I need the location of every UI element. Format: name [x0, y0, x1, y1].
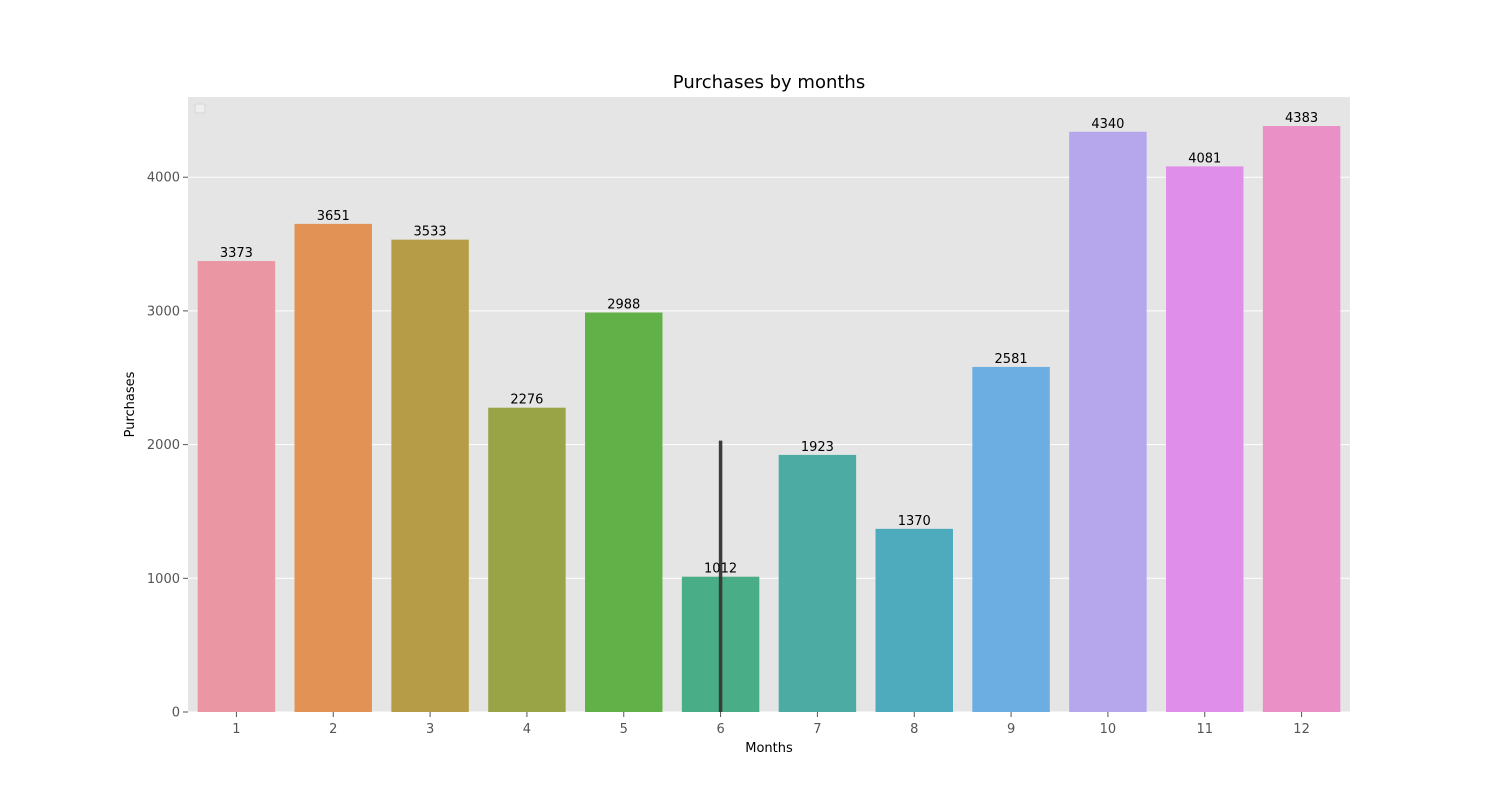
- x-tick-label: 1: [232, 722, 240, 737]
- x-axis-label: Months: [745, 741, 793, 756]
- y-axis: 0 1000 2000 3000 4000: [147, 171, 188, 721]
- bar: [972, 366, 1050, 712]
- gridlines: [188, 176, 1350, 713]
- data-label: 3373: [220, 246, 253, 261]
- data-label: 2988: [607, 298, 640, 313]
- bar: [1166, 166, 1244, 712]
- data-label: 3651: [317, 209, 350, 224]
- data-label: 1370: [898, 514, 931, 529]
- data-label: 4081: [1188, 151, 1221, 166]
- y-tick-label: 0: [172, 706, 180, 721]
- data-label: 1923: [801, 440, 834, 455]
- x-tick-label: 12: [1293, 722, 1310, 737]
- plot-area: [188, 97, 1350, 712]
- bar: [391, 239, 469, 712]
- x-tick-label: 6: [716, 722, 724, 737]
- bar: [197, 261, 276, 712]
- x-tick-label: 7: [813, 722, 821, 737]
- bar: [1069, 131, 1147, 712]
- x-tick-label: 11: [1196, 722, 1213, 737]
- bar: [294, 223, 372, 712]
- chart-title: Purchases by months: [673, 72, 865, 93]
- x-tick-label: 8: [910, 722, 918, 737]
- x-tick-label: 5: [620, 722, 628, 737]
- legend: [194, 103, 206, 114]
- x-axis: 1 2 3 4 5 6 7 8 9 10 11 12: [232, 712, 1310, 737]
- bar: [1262, 126, 1341, 712]
- data-label: 2276: [510, 393, 543, 408]
- data-label: 2581: [995, 352, 1028, 367]
- bar: [778, 454, 857, 712]
- y-axis-label: Purchases: [123, 371, 138, 437]
- x-tick-label: 4: [523, 722, 531, 737]
- bar: [875, 528, 953, 712]
- data-label: 4340: [1091, 117, 1124, 132]
- bar: [488, 407, 566, 712]
- y-tick-label: 2000: [147, 438, 180, 453]
- x-tick-label: 2: [329, 722, 337, 737]
- y-tick-label: 4000: [147, 171, 180, 186]
- data-label: 4383: [1285, 111, 1318, 126]
- x-tick-label: 10: [1100, 722, 1117, 737]
- bars: [197, 126, 1341, 712]
- x-tick-label: 9: [1007, 722, 1015, 737]
- x-tick-label: 3: [426, 722, 434, 737]
- y-tick-label: 3000: [147, 304, 180, 319]
- data-label: 3533: [414, 225, 447, 240]
- data-labels: 3373 3651 3533 2276 2988 1012 1923 1370 2581 4340…: [220, 111, 1318, 577]
- data-label: 1012: [704, 562, 737, 577]
- y-tick-label: 1000: [147, 572, 180, 587]
- bar: [585, 312, 663, 712]
